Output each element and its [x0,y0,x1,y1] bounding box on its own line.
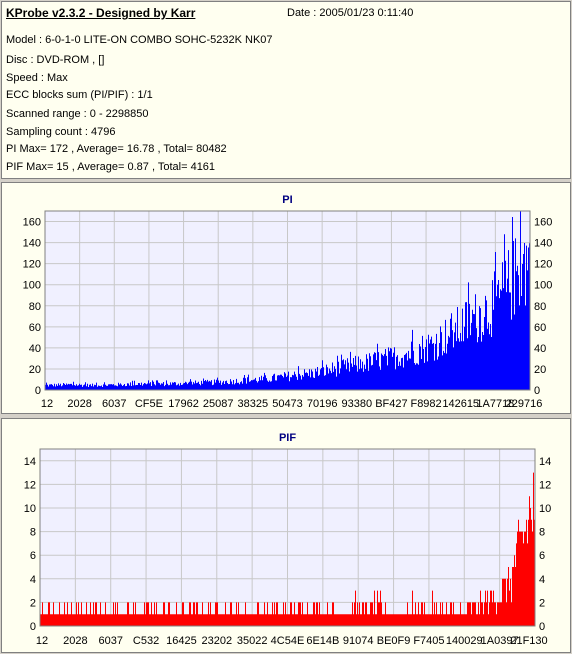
pi-chart: PI 0 0 20 20 40 40 60 60 80 80 100 100 120 120 140 140 16… [23,194,553,410]
y-tick-label-left: 14 [24,456,36,468]
y-tick-label-left: 140 [23,238,41,250]
series-bars [45,211,530,390]
x-tick-label: 12 [41,398,53,410]
y-tick-label-right: 160 [534,217,552,229]
x-tick-label: 38325 [238,398,269,410]
y-tick-label-left: 4 [30,574,36,586]
x-tick-label: F7405 [413,635,444,647]
y-tick-label-left: 12 [24,479,36,491]
info-model: Model : 6-0-1-0 LITE-ON COMBO SOHC-5232K… [6,34,273,46]
pi-chart-panel: PI 0 0 20 20 40 40 60 60 80 80 100 100 120 120 140 140 16… [1,182,571,414]
x-tick-label: C532 [133,635,159,647]
y-tick-label-left: 20 [29,364,41,376]
y-tick-label-left: 80 [29,301,41,313]
x-tick-label: CF5E [135,398,163,410]
y-tick-label-right: 80 [534,301,546,313]
x-tick-label: BF427 [375,398,407,410]
y-tick-label-left: 2 [30,597,36,609]
y-tick-label-right: 60 [534,322,546,334]
x-tick-label: 229716 [506,398,543,410]
plot-frame [44,210,531,391]
y-tick-label-left: 6 [30,550,36,562]
y-tick-label-right: 2 [539,597,545,609]
x-tick-label: 2028 [67,398,91,410]
x-tick-label: 6037 [102,398,126,410]
info-ecc-blocks: ECC blocks sum (PI/PIF) : 1/1 [6,89,153,101]
info-panel: KProbe v2.3.2 - Designed by Karr Date : … [1,1,571,179]
x-tick-label: 1A0397 [481,635,519,647]
x-tick-label: F8982 [410,398,441,410]
y-tick-label-right: 140 [534,238,552,250]
info-pif-summary: PIF Max= 15 , Average= 0.87 , Total= 416… [6,161,216,173]
chart-title: PI [282,194,292,206]
x-tick-label: 91074 [343,635,374,647]
y-tick-label-right: 20 [534,364,546,376]
x-tick-label: 50473 [272,398,303,410]
y-tick-label-right: 100 [534,280,552,292]
x-tick-label: 6037 [98,635,122,647]
y-tick-label-right: 4 [539,574,545,586]
x-tick-label: 12 [36,635,48,647]
info-speed: Speed : Max [6,72,68,84]
x-tick-label: 23202 [201,635,232,647]
info-disc: Disc : DVD-ROM , [] [6,54,105,66]
app-title: KProbe v2.3.2 - Designed by Karr [6,6,196,20]
y-tick-label-left: 120 [23,259,41,271]
x-tick-label: 142615 [442,398,479,410]
x-tick-label: 140029 [446,635,483,647]
y-tick-label-left: 0 [35,385,41,397]
chart-title: PIF [279,432,296,444]
x-tick-label: 21F130 [510,635,547,647]
y-tick-label-left: 40 [29,343,41,355]
y-tick-label-right: 12 [539,479,551,491]
x-tick-label: 25087 [203,398,234,410]
pif-chart-panel: PIF 0 0 2 2 4 4 6 6 8 8 10 10 12 12 14 14 12 2028 6037 C532 1… [1,418,571,653]
info-scanned-range: Scanned range : 0 - 2298850 [6,108,149,120]
x-tick-label: 70196 [307,398,338,410]
x-tick-label: 93380 [341,398,372,410]
y-tick-label-right: 8 [539,527,545,539]
x-tick-label: 35022 [237,635,268,647]
y-tick-label-left: 8 [30,527,36,539]
y-tick-label-left: 100 [23,280,41,292]
info-sampling-count: Sampling count : 4796 [6,126,116,138]
y-tick-label-right: 120 [534,259,552,271]
plot-frame [39,448,536,627]
series-bars [40,472,535,626]
y-tick-label-left: 0 [30,621,36,633]
y-tick-label-right: 10 [539,503,551,515]
y-tick-label-right: 40 [534,343,546,355]
y-tick-label-right: 0 [539,621,545,633]
y-tick-label-left: 60 [29,322,41,334]
x-tick-label: 6E14B [306,635,339,647]
scan-date: Date : 2005/01/23 0:11:40 [287,7,414,19]
info-pi-summary: PI Max= 172 , Average= 16.78 , Total= 80… [6,143,227,155]
x-tick-label: 17962 [168,398,199,410]
y-tick-label-left: 160 [23,217,41,229]
y-tick-label-right: 0 [534,385,540,397]
x-tick-label: 4C54E [271,635,305,647]
pif-chart: PIF 0 0 2 2 4 4 6 6 8 8 10 10 12 12 14 14 12 2028 6037 C532 1… [24,432,552,647]
x-tick-label: 16425 [166,635,197,647]
y-tick-label-left: 10 [24,503,36,515]
x-tick-label: 2028 [63,635,87,647]
y-tick-label-right: 14 [539,456,551,468]
x-tick-label: 1A7718 [476,398,514,410]
y-tick-label-right: 6 [539,550,545,562]
x-tick-label: BE0F9 [377,635,411,647]
